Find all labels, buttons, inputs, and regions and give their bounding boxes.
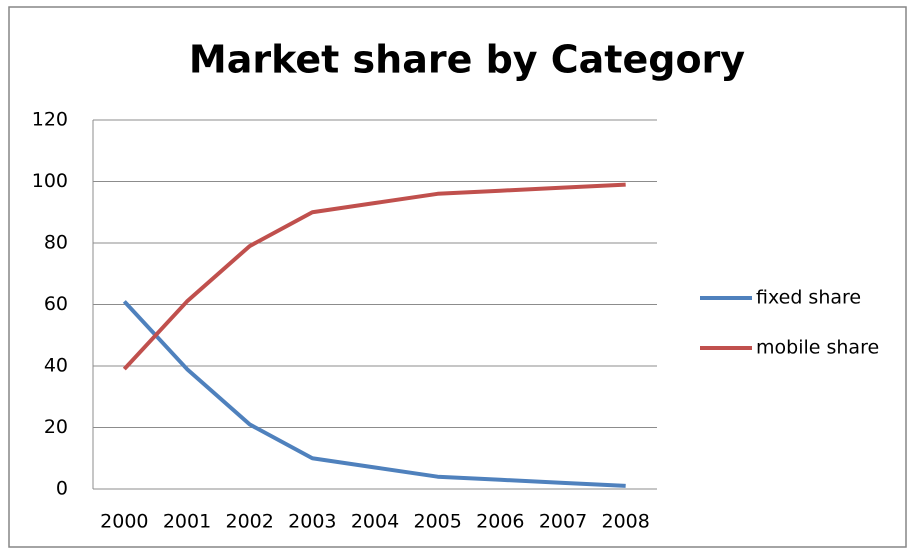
x-tick-label: 2001	[163, 511, 211, 533]
y-tick-label: 0	[56, 478, 68, 500]
y-tick-label: 20	[44, 416, 68, 438]
x-tick-label: 2007	[539, 511, 587, 533]
legend-label: mobile share	[756, 337, 879, 359]
x-tick-label: 2000	[100, 511, 148, 533]
chart-frame	[8, 6, 907, 548]
y-tick-label: 100	[32, 170, 68, 192]
x-tick-label: 2008	[601, 511, 649, 533]
x-tick-label: 2005	[413, 511, 461, 533]
y-tick-label: 60	[44, 293, 68, 315]
y-tick-label: 120	[32, 109, 68, 131]
x-tick-label: 2004	[351, 511, 399, 533]
chart-title: Market share by Category	[189, 38, 745, 82]
x-tick-label: 2006	[476, 511, 524, 533]
legend-label: fixed share	[756, 287, 861, 309]
series-line	[122, 182, 626, 371]
y-tick-label: 80	[44, 232, 68, 254]
x-tick-label: 2003	[288, 511, 336, 533]
series-line	[122, 300, 626, 488]
x-tick-label: 2002	[225, 511, 273, 533]
y-tick-label: 40	[44, 355, 68, 377]
